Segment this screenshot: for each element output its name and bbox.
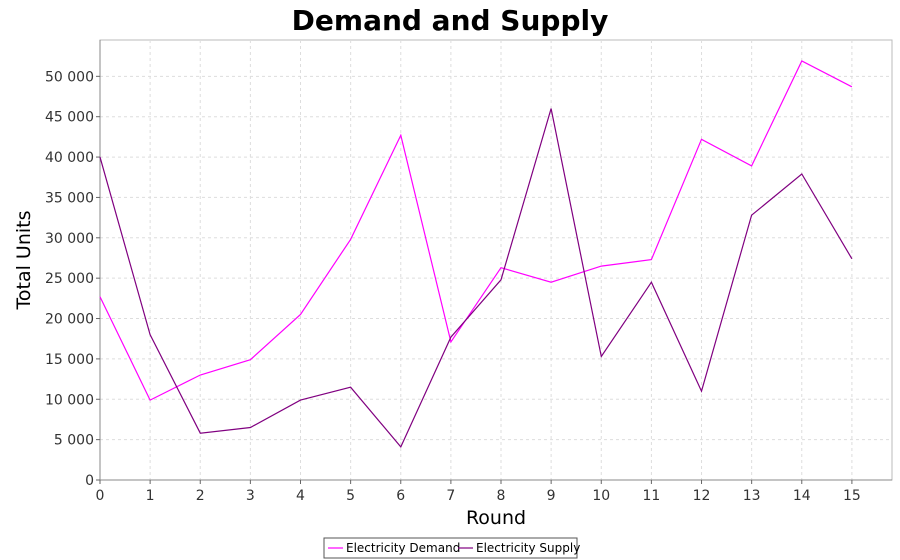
x-tick-label: 6: [396, 488, 405, 504]
series-line-electricity-supply: [99, 108, 853, 449]
plot-area: [99, 39, 893, 481]
y-tick-label: 5 000: [54, 433, 94, 449]
x-tick-label: 5: [346, 488, 355, 504]
y-tick-label: 15 000: [45, 352, 94, 368]
grid-lines: [100, 40, 892, 480]
y-tick-label: 20 000: [45, 312, 94, 328]
x-tick-label: 13: [743, 488, 761, 504]
x-tick-label: 4: [296, 488, 305, 504]
series-lines: [99, 60, 853, 449]
y-axis-label: Total Units: [13, 211, 35, 311]
x-tick-label: 15: [843, 488, 861, 504]
legend-label-demand: Electricity Demand: [346, 541, 460, 555]
y-tick-label: 10 000: [45, 392, 94, 408]
series-line-electricity-demand: [99, 60, 853, 401]
y-tick-label: 0: [85, 473, 94, 489]
y-tick-label: 40 000: [45, 150, 94, 166]
x-tick-label: 14: [793, 488, 811, 504]
x-tick-label: 1: [146, 488, 155, 504]
x-tick-label: 12: [693, 488, 711, 504]
x-tick-label: 3: [246, 488, 255, 504]
x-tick-label: 7: [446, 488, 455, 504]
y-tick-label: 30 000: [45, 231, 94, 247]
y-axis-ticks: 0 5 000 10 000 15 000 20 000 25 000 30 000 35 0…: [45, 69, 100, 489]
x-tick-label: 11: [642, 488, 660, 504]
x-tick-label: 0: [96, 488, 105, 504]
legend-label-supply: Electricity Supply: [476, 541, 580, 555]
x-tick-label: 8: [497, 488, 506, 504]
x-tick-label: 2: [196, 488, 205, 504]
y-tick-label: 25 000: [45, 271, 94, 287]
x-tick-label: 10: [592, 488, 610, 504]
legend: Electricity Demand Electricity Supply: [323, 537, 580, 559]
x-axis-label: Round: [466, 507, 526, 529]
x-axis-ticks: 0 1 2 3 4 5 6 7 8 9 10 11 12 13 14 15: [96, 480, 861, 504]
axes: [99, 40, 892, 481]
y-tick-label: 50 000: [45, 69, 94, 85]
y-tick-label: 45 000: [45, 110, 94, 126]
x-tick-label: 9: [547, 488, 556, 504]
chart-title: Demand and Supply: [292, 4, 609, 37]
y-tick-label: 35 000: [45, 190, 94, 206]
legend-box: [323, 537, 578, 559]
